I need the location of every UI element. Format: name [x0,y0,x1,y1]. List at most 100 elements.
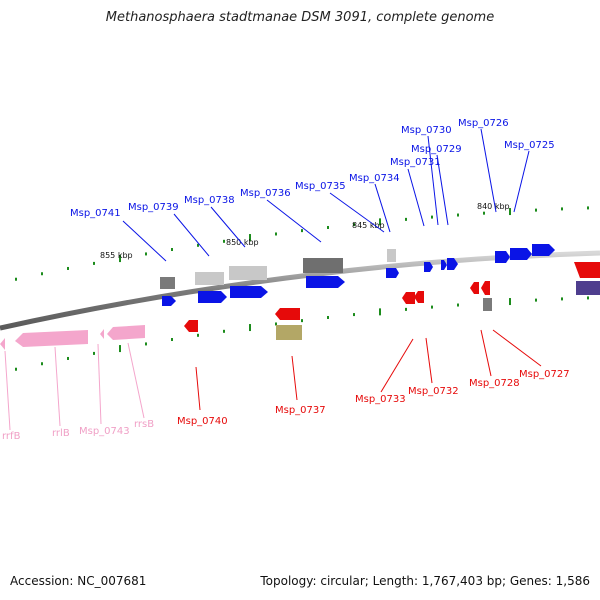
feature-olive[interactable] [276,325,302,340]
scale-tick-major [379,218,381,226]
scale-tick-minor [93,351,95,355]
scale-tick-major [249,234,251,242]
label-msp0740[interactable]: Msp_0740 [177,416,228,427]
label-leaders-reverse [195,329,542,411]
genome-title: Methanosphaera stadtmanae DSM 3091, comp… [105,10,495,25]
gene-msp0737[interactable] [275,308,300,320]
rna-rrfb[interactable] [0,338,5,350]
scale-tick-minor [561,207,563,211]
leader-msp0731 [407,168,425,227]
scale-tick-minor [223,329,225,333]
scale-tick-minor [197,243,199,247]
label-msp0737[interactable]: Msp_0737 [275,405,326,416]
label-msp0733[interactable]: Msp_0733 [355,394,406,405]
gene-msp0733[interactable] [402,292,415,304]
gene-msp0734b[interactable] [392,268,399,278]
feature-lightgray-b[interactable] [229,266,267,280]
scale-tick-minor [405,307,407,311]
feature-gray-b[interactable] [303,258,343,273]
feature-gray-c[interactable] [483,298,492,311]
scale-tick-minor [431,305,433,309]
leader-msp0739 [173,213,210,257]
scale-tick-major [379,308,381,316]
label-msp0738[interactable]: Msp_0738 [184,195,235,206]
label-rrsb[interactable]: rrsB [134,419,154,430]
gene-msp0741[interactable] [162,296,176,306]
gene-msp0725[interactable] [510,248,532,260]
scale-tick-minor [457,213,459,217]
gene-msp0730[interactable] [441,260,447,270]
gene-msp0727[interactable] [481,281,490,295]
scale-label-855kbp: 855 kbp [100,251,133,260]
scale-tick-minor [145,252,147,256]
label-rrfb[interactable]: rrfB [2,431,21,442]
upper-track-ticks [15,206,589,281]
feature-lightgray-a[interactable] [195,272,224,285]
leader-msp0727 [492,329,542,367]
leader-msp0734 [374,183,391,233]
forward-gene-labels: Msp_0741 Msp_0739 Msp_0738 Msp_0736 Msp_… [70,118,555,219]
gene-edge-red[interactable] [574,262,600,278]
gene-msp0732[interactable] [414,291,424,303]
scale-tick-minor [561,297,563,301]
rna-rrlb[interactable] [15,330,88,347]
scale-labels: 855 kbp 850 kbp 845 kbp 840 kbp [100,202,510,260]
label-msp0731[interactable]: Msp_0731 [390,157,441,168]
rna-msp0743[interactable] [100,329,104,339]
label-msp0726[interactable]: Msp_0726 [458,118,509,129]
leader-msp0732 [425,337,433,384]
label-msp0734[interactable]: Msp_0734 [349,173,400,184]
scale-tick-major [119,345,121,353]
feature-edge-purple[interactable] [576,281,600,295]
label-msp0741[interactable]: Msp_0741 [70,208,121,219]
label-msp0730[interactable]: Msp_0730 [401,125,452,136]
gene-msp0736[interactable] [306,276,345,288]
scale-label-840kbp: 840 kbp [477,202,510,211]
label-msp0729[interactable]: Msp_0729 [411,144,462,155]
scale-tick-minor [67,356,69,360]
label-msp0732[interactable]: Msp_0732 [408,386,459,397]
gene-msp0739[interactable] [198,291,227,303]
scale-tick-minor [405,217,407,221]
scale-tick-minor [223,239,225,243]
leader-rrsb [127,342,145,419]
label-rrlb[interactable]: rrlB [52,428,70,439]
scale-tick-minor [353,313,355,317]
label-msp0735[interactable]: Msp_0735 [295,181,346,192]
label-msp0727[interactable]: Msp_0727 [519,369,570,380]
leader-msp0737 [291,355,298,401]
scale-tick-major [249,324,251,332]
rna-labels: rrfB rrlB Msp_0743 rrsB [2,419,154,442]
label-msp0725[interactable]: Msp_0725 [504,140,555,151]
scale-tick-minor [15,277,17,281]
label-msp0736[interactable]: Msp_0736 [240,188,291,199]
scale-tick-minor [15,367,17,371]
leader-rrlb [54,346,61,427]
gene-msp0726[interactable] [495,251,510,263]
label-leaders-rna [4,342,145,431]
scale-label-845kbp: 845 kbp [352,221,385,230]
feature-gray-a[interactable] [160,277,175,289]
scale-tick-minor [535,298,537,302]
label-msp0739[interactable]: Msp_0739 [128,202,179,213]
leader-msp0733 [380,338,414,393]
scale-tick-minor [145,342,147,346]
scale-tick-minor [67,266,69,270]
gene-msp0740[interactable] [184,320,198,332]
label-msp0728[interactable]: Msp_0728 [469,378,520,389]
gene-msp0729[interactable] [447,258,458,270]
scale-tick-minor [41,362,43,366]
gene-msp0728[interactable] [470,282,479,294]
scale-tick-minor [275,232,277,236]
feature-lightgray-c[interactable] [387,249,396,262]
scale-tick-minor [93,261,95,265]
rna-rrsb[interactable] [107,325,145,340]
gene-msp0731[interactable] [424,262,433,272]
label-msp0743[interactable]: Msp_0743 [79,426,130,437]
gene-msp0725b[interactable] [532,244,555,256]
gene-msp0738[interactable] [230,286,268,298]
leader-msp0725 [513,150,530,213]
scale-tick-minor [353,223,355,227]
